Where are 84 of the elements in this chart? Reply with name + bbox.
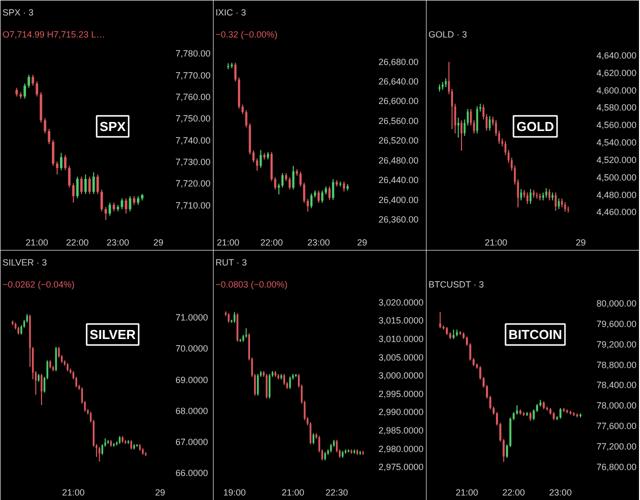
- y-tick-label: 4,560.000: [596, 120, 637, 130]
- x-tick-label: 21:00: [62, 488, 85, 498]
- chart-title: SPX · 3: [2, 8, 34, 18]
- y-tick-label: 68.0000: [176, 406, 208, 416]
- y-tick-label: 79,200.00: [596, 339, 637, 350]
- y-tick-label: 4,500.000: [596, 172, 637, 182]
- x-tick-label: 22:00: [66, 238, 89, 248]
- chart-subtitle: −0.0262 (−0.04%): [2, 280, 75, 290]
- y-tick-label: 2,975.0000: [378, 462, 424, 472]
- y-tick-label: 77,200.00: [596, 441, 637, 452]
- chart-title: IXIC · 3: [216, 8, 246, 18]
- y-tick-label: 26,360.00: [378, 214, 419, 225]
- y-tick-label: 7,710.00: [176, 200, 211, 210]
- y-tick-label: 79,600.00: [596, 319, 637, 330]
- y-tick-label: 2,990.0000: [378, 407, 424, 418]
- chart-title: GOLD · 3: [428, 30, 468, 40]
- y-tick-label: 2,985.0000: [378, 425, 424, 436]
- y-tick-label: 26,640.00: [378, 76, 419, 86]
- y-tick-label: 26,480.00: [378, 155, 419, 166]
- y-tick-label: 26,520.00: [378, 136, 419, 146]
- y-tick-label: 76,800.00: [596, 462, 637, 472]
- y-tick-label: 26,600.00: [378, 96, 419, 106]
- chart-subtitle: −0.32 (−0.00%): [216, 30, 278, 40]
- y-tick-label: 3,020.0000: [378, 297, 424, 308]
- y-tick-label: 4,580.000: [596, 102, 637, 113]
- y-tick-label: 78,400.00: [596, 380, 637, 390]
- y-tick-label: 26,440.00: [378, 175, 419, 186]
- y-tick-label: 4,600.000: [596, 85, 637, 96]
- annotation: SILVER: [90, 327, 136, 342]
- y-tick-label: 2,980.0000: [378, 444, 424, 454]
- x-tick-label: 22:00: [260, 238, 283, 248]
- y-tick-label: 69.0000: [176, 374, 208, 385]
- y-tick-label: 78,800.00: [596, 360, 637, 370]
- y-tick-label: 4,540.000: [596, 138, 637, 148]
- y-tick-label: 7,730.00: [176, 157, 211, 167]
- y-tick-label: 77,600.00: [596, 421, 637, 432]
- y-tick-label: 67.0000: [176, 436, 208, 447]
- chart-title: RUT · 3: [216, 258, 247, 268]
- chart-subtitle: O7,714.99 H7,715.23 L…: [2, 30, 106, 40]
- y-tick-label: 66.0000: [176, 468, 208, 478]
- x-tick-label: 22:30: [326, 488, 348, 498]
- x-tick-label: 21:00: [282, 488, 304, 498]
- x-tick-label: 23:00: [307, 238, 330, 248]
- x-tick-label: 23:00: [549, 488, 572, 498]
- chart-title: BTCUSDT · 3: [428, 280, 484, 290]
- y-tick-label: 7,750.00: [176, 114, 211, 124]
- y-tick-label: 26,680.00: [378, 56, 419, 67]
- y-tick-label: 7,780.00: [176, 48, 211, 59]
- x-tick-label: 22:00: [502, 488, 525, 498]
- x-tick-label: 29: [357, 238, 368, 248]
- y-tick-label: 4,480.000: [596, 190, 637, 200]
- x-tick-label: 21:00: [456, 488, 478, 498]
- chart-subtitle: −0.0803 (−0.00%): [216, 280, 288, 290]
- y-tick-label: 26,560.00: [378, 116, 419, 126]
- x-tick-label: 21:00: [26, 238, 48, 248]
- y-tick-label: 3,005.0000: [378, 352, 424, 362]
- x-tick-label: 19:00: [223, 488, 246, 498]
- x-tick-label: 29: [576, 238, 586, 248]
- x-tick-label: 29: [155, 488, 166, 498]
- y-tick-label: 7,760.00: [176, 92, 211, 102]
- y-tick-label: 7,740.00: [176, 135, 211, 146]
- x-tick-label: 29: [153, 238, 164, 248]
- annotation: BITCOIN: [508, 327, 562, 342]
- y-tick-label: 71.0000: [176, 312, 208, 323]
- chart-title: SILVER · 3: [2, 258, 47, 268]
- y-tick-label: 3,000.0000: [378, 370, 424, 381]
- y-tick-label: 4,460.000: [596, 207, 637, 218]
- y-tick-label: 7,720.00: [176, 178, 211, 189]
- x-tick-label: 23:00: [106, 238, 130, 248]
- x-tick-label: 21:00: [216, 238, 240, 248]
- y-tick-label: 3,010.0000: [378, 334, 424, 344]
- y-tick-label: 80,000.00: [596, 298, 637, 309]
- y-tick-label: 26,400.00: [378, 194, 419, 205]
- y-tick-label: 3,015.0000: [378, 316, 424, 326]
- annotation: GOLD: [516, 118, 554, 134]
- y-tick-label: 4,640.000: [596, 50, 637, 60]
- annotation: SPX: [100, 118, 126, 134]
- x-tick-label: 21:00: [484, 238, 508, 248]
- y-tick-label: 2,995.0000: [378, 388, 424, 399]
- y-tick-label: 70.0000: [176, 344, 208, 354]
- y-tick-label: 7,770.00: [176, 70, 211, 80]
- y-tick-label: 4,620.000: [596, 68, 637, 78]
- y-tick-label: 4,520.000: [596, 154, 637, 165]
- y-tick-label: 78,000.00: [596, 400, 637, 411]
